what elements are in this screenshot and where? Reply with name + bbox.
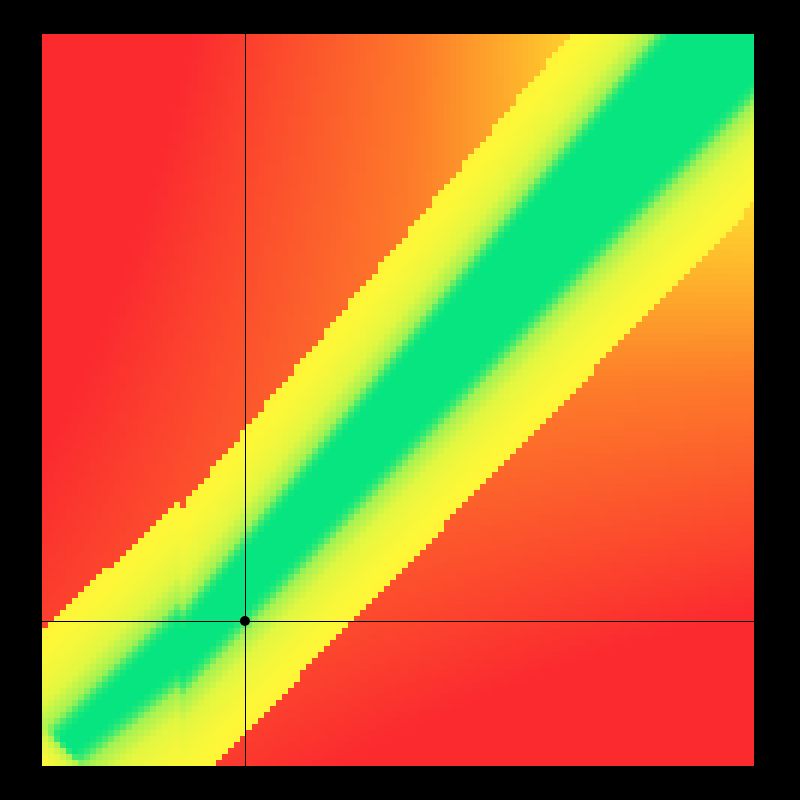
chart-container: TheBottleneck.com [0,0,800,800]
bottleneck-heatmap [0,0,800,800]
